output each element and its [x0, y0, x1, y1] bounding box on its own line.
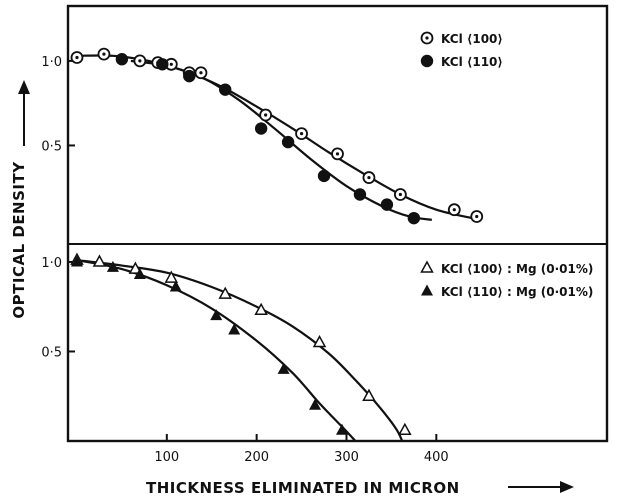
legend-label-1-1: KCl ⟨110⟩ : Mg (0·01%) [441, 285, 593, 299]
data-point-0-1-3 [219, 83, 232, 96]
legend-label-0-0: KCl ⟨100⟩ [441, 32, 503, 46]
data-point-0-1-6 [317, 169, 331, 183]
data-point-1-0-8 [398, 422, 412, 436]
data-point-0-1-2 [183, 69, 196, 83]
legend: KCl ⟨100⟩ KCl ⟨110⟩ KCl ⟨100⟩ : Mg (0·01%)… [420, 31, 593, 299]
data-point-1-0-5 [254, 302, 268, 316]
legend-label-0-1: KCl ⟨110⟩ [441, 55, 503, 69]
data-point-0-0-11-center [398, 192, 402, 197]
data-point-1-1-6 [277, 362, 290, 374]
legend-marker-1-0 [420, 260, 434, 273]
data-points [70, 47, 484, 436]
legend-marker-1-1 [421, 284, 433, 296]
data-point-0-1-5 [281, 135, 295, 149]
data-point-1-0-3 [164, 270, 179, 283]
data-point-0-0-12-center [452, 208, 456, 212]
data-point-0-0-1-center [102, 52, 106, 56]
fit-curve-1-0 [76, 259, 404, 442]
legend-marker-0-0-center [425, 36, 429, 40]
y-tick-label-0-0: 1·0 [41, 55, 62, 70]
y-tick-label-1-1: 0·5 [41, 345, 62, 360]
x-tick-label-1: 200 [244, 450, 269, 465]
y-axis-arrowhead [18, 80, 30, 94]
data-point-1-0-7 [362, 388, 376, 401]
axis-ticks: 1·0 0·5 1·0 0·5 100 200 300 400 [41, 55, 448, 465]
data-point-1-0-2 [128, 261, 143, 274]
x-tick-label-3: 400 [424, 450, 449, 465]
fit-curves [76, 54, 473, 442]
data-point-0-0-13-center [475, 214, 479, 219]
data-point-0-1-0 [115, 53, 129, 66]
data-point-1-1-7 [309, 398, 322, 410]
panel-frames [66, 4, 609, 443]
data-point-0-0-4-center [169, 62, 173, 66]
data-point-1-1-1 [106, 260, 119, 272]
legend-marker-0-1 [420, 54, 434, 68]
data-point-1-1-4 [210, 309, 223, 321]
data-point-0-1-1 [156, 58, 169, 71]
fit-curve-1-1 [76, 259, 357, 442]
data-point-0-0-0-center [75, 55, 79, 60]
data-point-0-1-7 [353, 188, 367, 201]
y-tick-label-1-0: 1·0 [41, 256, 62, 271]
data-point-0-0-8-center [299, 132, 304, 136]
x-axis-label: THICKNESS ELIMINATED IN MICRON [146, 479, 460, 497]
data-point-1-0-6 [312, 334, 327, 348]
data-point-0-1-4 [254, 122, 268, 135]
data-point-1-1-0 [70, 255, 83, 267]
fit-curve-0-1 [130, 59, 432, 221]
y-tick-label-0-1: 0·5 [41, 139, 62, 154]
data-point-0-0-10-center [367, 175, 371, 180]
x-axis-arrowhead [560, 481, 574, 493]
data-point-0-1-9 [407, 211, 421, 225]
y-axis-label: OPTICAL DENSITY [10, 161, 28, 319]
data-point-0-0-6-center [199, 71, 203, 75]
data-point-1-0-4 [218, 286, 232, 299]
data-point-0-0-7-center [264, 113, 268, 117]
data-point-0-0-9-center [335, 152, 340, 156]
fit-curve-0-0 [76, 54, 473, 220]
plot-frame [66, 4, 609, 443]
data-point-0-1-8 [380, 198, 394, 211]
data-point-1-1-3 [169, 280, 182, 292]
legend-label-1-0: KCl ⟨100⟩ : Mg (0·01%) [441, 262, 593, 276]
data-point-1-0-1 [92, 254, 107, 267]
data-point-1-1-8 [335, 423, 348, 435]
data-point-0-0-2-center [138, 59, 142, 63]
data-point-1-1-2 [133, 267, 146, 279]
data-point-1-1-5 [228, 323, 241, 335]
x-tick-label-0: 100 [154, 450, 179, 465]
x-tick-label-2: 300 [334, 450, 359, 465]
